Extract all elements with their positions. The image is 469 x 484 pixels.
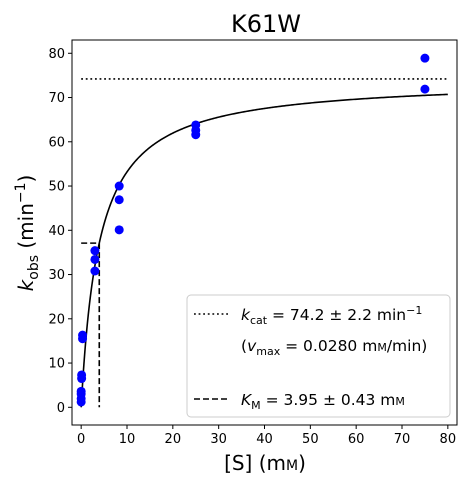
data-point	[191, 120, 201, 130]
y-tick-label: 0	[57, 401, 65, 416]
data-point	[90, 246, 100, 256]
y-tick-label: 70	[48, 91, 65, 106]
y-tick-label: 50	[48, 180, 65, 195]
data-point	[114, 195, 124, 205]
data-point	[90, 266, 100, 276]
x-tick-label: 60	[348, 432, 365, 447]
chart-title: K61W	[231, 10, 301, 38]
x-tick-label: 70	[394, 432, 411, 447]
x-tick-label: 40	[256, 432, 273, 447]
y-axis-ticks: 0 10 20 30 40 50 60 70 80	[48, 47, 72, 416]
data-point	[90, 254, 100, 264]
y-tick-label: 80	[48, 47, 65, 62]
x-tick-label: 10	[119, 432, 136, 447]
y-tick-label: 20	[48, 312, 65, 327]
y-tick-label: 40	[48, 224, 65, 239]
legend-kcat-label: kcat = 74.2 ± 2.2 min−1	[241, 304, 422, 327]
data-point	[76, 386, 86, 396]
x-tick-label: 50	[302, 432, 319, 447]
x-tick-label: 80	[440, 432, 457, 447]
y-tick-label: 10	[48, 357, 65, 372]
x-tick-label: 0	[77, 432, 85, 447]
fit-curve	[80, 93, 448, 408]
x-axis-ticks: 0 10 20 30 40 50 60 70 80	[77, 425, 456, 447]
legend-box	[186, 294, 451, 418]
legend-km-label: KM = 3.95 ± 0.43 mM	[241, 391, 405, 412]
data-point	[114, 225, 124, 235]
data-points	[76, 53, 430, 407]
y-axis-label: kobs (min−1)	[13, 175, 42, 292]
data-point	[420, 84, 430, 94]
data-point	[420, 53, 430, 63]
x-tick-label: 30	[210, 432, 227, 447]
x-axis-label: [S] (mM)	[224, 451, 306, 475]
legend: kcat = 74.2 ± 2.2 min−1 (vmax = 0.0280 m…	[186, 294, 451, 418]
y-tick-label: 30	[48, 268, 65, 283]
x-tick-label: 20	[165, 432, 182, 447]
data-point	[78, 330, 88, 340]
data-point	[77, 370, 87, 380]
y-tick-label: 60	[48, 135, 65, 150]
data-point	[114, 181, 124, 191]
legend-vmax-label: (vmax = 0.0280 mM/min)	[241, 337, 427, 358]
